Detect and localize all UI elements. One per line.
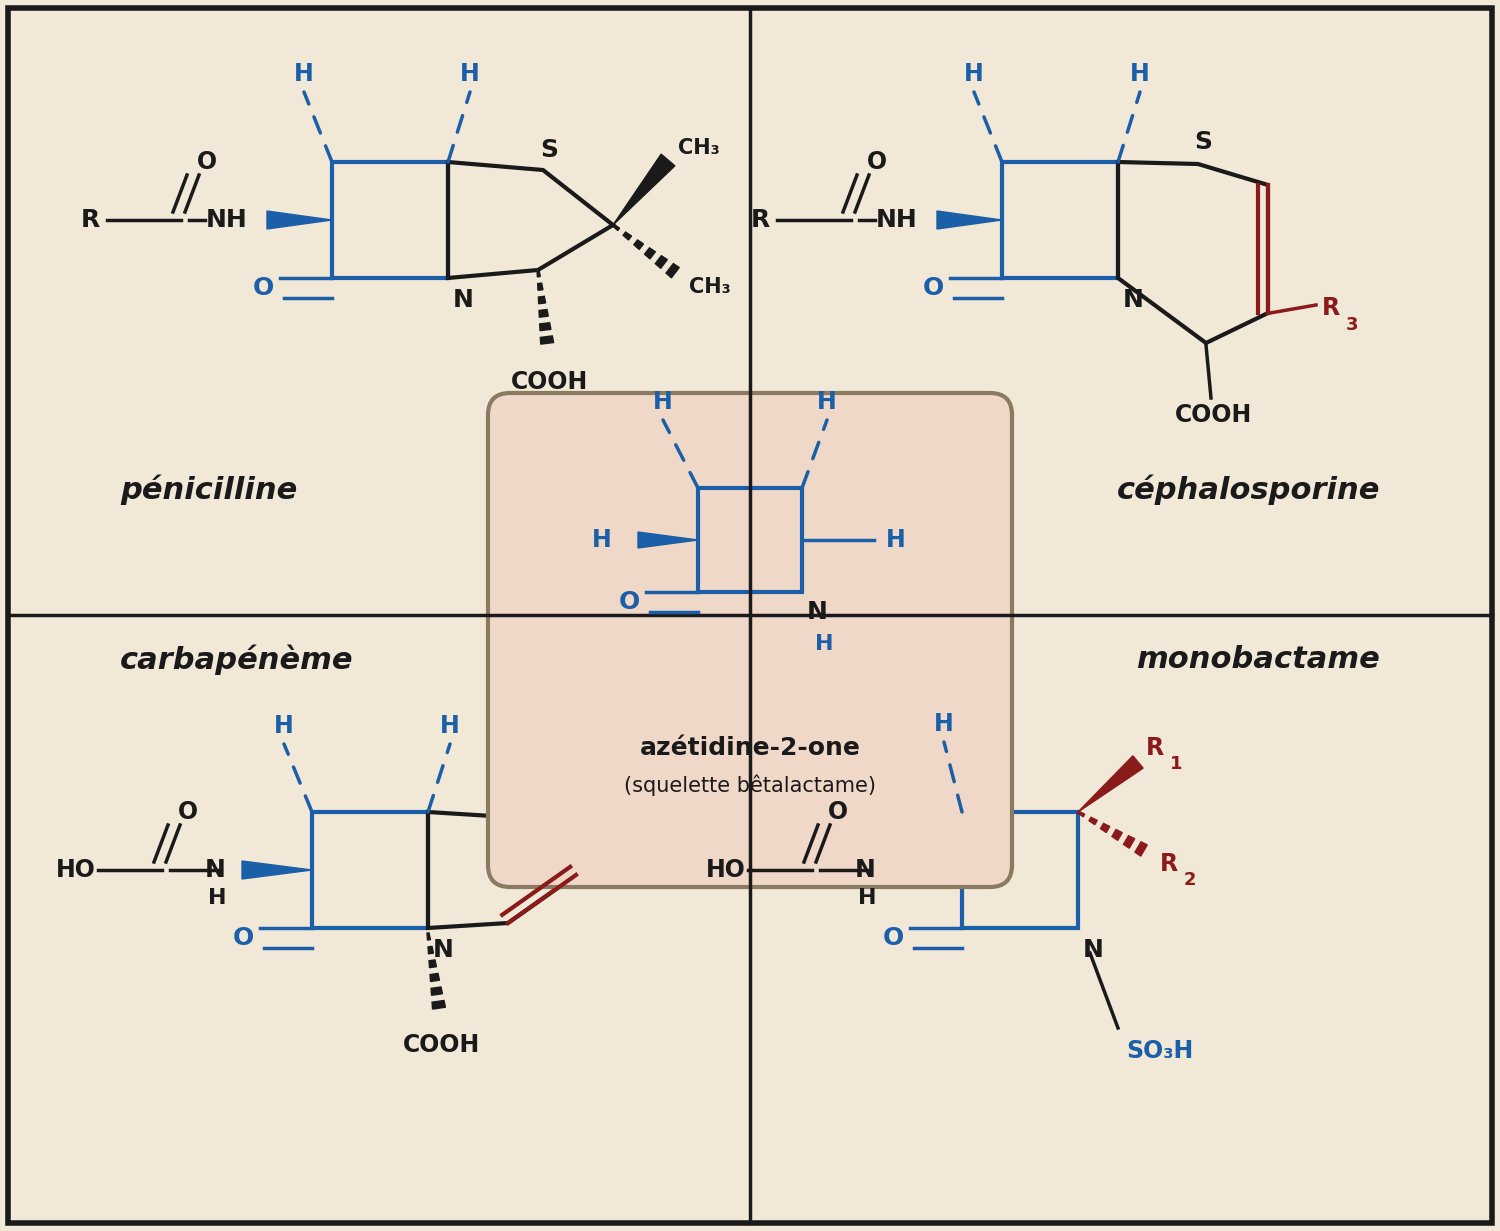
Text: H: H — [964, 62, 984, 86]
Text: R: R — [1146, 736, 1164, 760]
FancyBboxPatch shape — [488, 393, 1012, 888]
Text: H: H — [886, 528, 906, 551]
Text: N: N — [1083, 938, 1104, 961]
Text: HO: HO — [56, 858, 96, 881]
Text: O: O — [196, 150, 217, 174]
Text: COOH: COOH — [1176, 403, 1252, 427]
Text: SO₃H: SO₃H — [1126, 1039, 1194, 1064]
Text: NH: NH — [206, 208, 248, 231]
Text: R: R — [750, 208, 770, 231]
Polygon shape — [537, 283, 543, 291]
Polygon shape — [432, 1001, 445, 1009]
Text: COOH: COOH — [404, 1033, 480, 1057]
Text: O: O — [618, 590, 640, 614]
Text: H: H — [440, 714, 460, 739]
Polygon shape — [1112, 830, 1122, 841]
Text: S: S — [540, 138, 558, 162]
Text: pénicilline: pénicilline — [120, 475, 297, 505]
Polygon shape — [1078, 756, 1143, 812]
Text: H: H — [207, 888, 226, 908]
Text: N: N — [206, 858, 226, 881]
Text: N: N — [807, 599, 828, 624]
Text: (squelette bêtalactame): (squelette bêtalactame) — [624, 774, 876, 795]
Text: N: N — [855, 858, 876, 881]
Polygon shape — [892, 860, 962, 879]
Polygon shape — [1124, 836, 1136, 848]
Polygon shape — [538, 309, 549, 318]
Polygon shape — [427, 933, 430, 940]
Text: R: R — [81, 208, 99, 231]
Text: H: H — [818, 390, 837, 414]
Text: N: N — [1124, 288, 1144, 311]
Text: H: H — [815, 634, 834, 654]
Text: O: O — [922, 276, 944, 300]
Polygon shape — [1077, 811, 1084, 817]
Polygon shape — [429, 960, 436, 968]
Text: O: O — [882, 926, 904, 950]
Polygon shape — [1089, 817, 1098, 825]
Text: H: H — [274, 714, 294, 739]
Polygon shape — [1136, 842, 1148, 856]
Text: O: O — [828, 800, 848, 824]
Text: H: H — [652, 390, 674, 414]
Text: H: H — [1130, 62, 1150, 86]
Text: H: H — [858, 888, 876, 908]
Polygon shape — [540, 323, 550, 331]
Polygon shape — [614, 154, 675, 225]
Polygon shape — [267, 211, 332, 229]
Text: azétidine-2-one: azétidine-2-one — [639, 736, 861, 760]
Polygon shape — [427, 947, 433, 954]
Polygon shape — [656, 256, 668, 268]
Text: N: N — [433, 938, 454, 961]
Text: R: R — [1322, 295, 1340, 320]
Text: R: R — [1160, 852, 1178, 876]
Polygon shape — [538, 297, 546, 304]
Text: 1: 1 — [1170, 755, 1182, 773]
Polygon shape — [638, 532, 698, 548]
Text: S: S — [1194, 130, 1212, 154]
Polygon shape — [612, 224, 620, 230]
Text: H: H — [460, 62, 480, 86]
Text: O: O — [178, 800, 198, 824]
Polygon shape — [666, 263, 680, 278]
Text: N: N — [453, 288, 474, 311]
Text: CH₃: CH₃ — [678, 138, 720, 158]
Polygon shape — [540, 336, 554, 345]
Polygon shape — [938, 211, 1002, 229]
Text: HO: HO — [706, 858, 746, 881]
Polygon shape — [634, 240, 644, 250]
Polygon shape — [430, 974, 439, 981]
Text: 3: 3 — [1346, 316, 1359, 334]
Text: céphalosporine: céphalosporine — [1116, 475, 1380, 505]
Text: O: O — [252, 276, 274, 300]
Polygon shape — [430, 987, 442, 996]
Polygon shape — [645, 247, 656, 259]
Text: O: O — [867, 150, 886, 174]
Text: O: O — [232, 926, 254, 950]
Text: H: H — [934, 712, 954, 736]
Text: H: H — [592, 528, 612, 551]
Text: 2: 2 — [1184, 872, 1197, 889]
Polygon shape — [1101, 824, 1110, 832]
Text: CH₃: CH₃ — [688, 277, 730, 297]
Text: monobactame: monobactame — [1137, 645, 1380, 675]
Polygon shape — [622, 233, 632, 240]
Text: carbapénème: carbapénème — [120, 645, 354, 676]
Polygon shape — [242, 860, 312, 879]
Text: NH: NH — [876, 208, 916, 231]
Text: H: H — [294, 62, 314, 86]
Polygon shape — [537, 270, 540, 277]
Text: COOH: COOH — [512, 371, 588, 394]
